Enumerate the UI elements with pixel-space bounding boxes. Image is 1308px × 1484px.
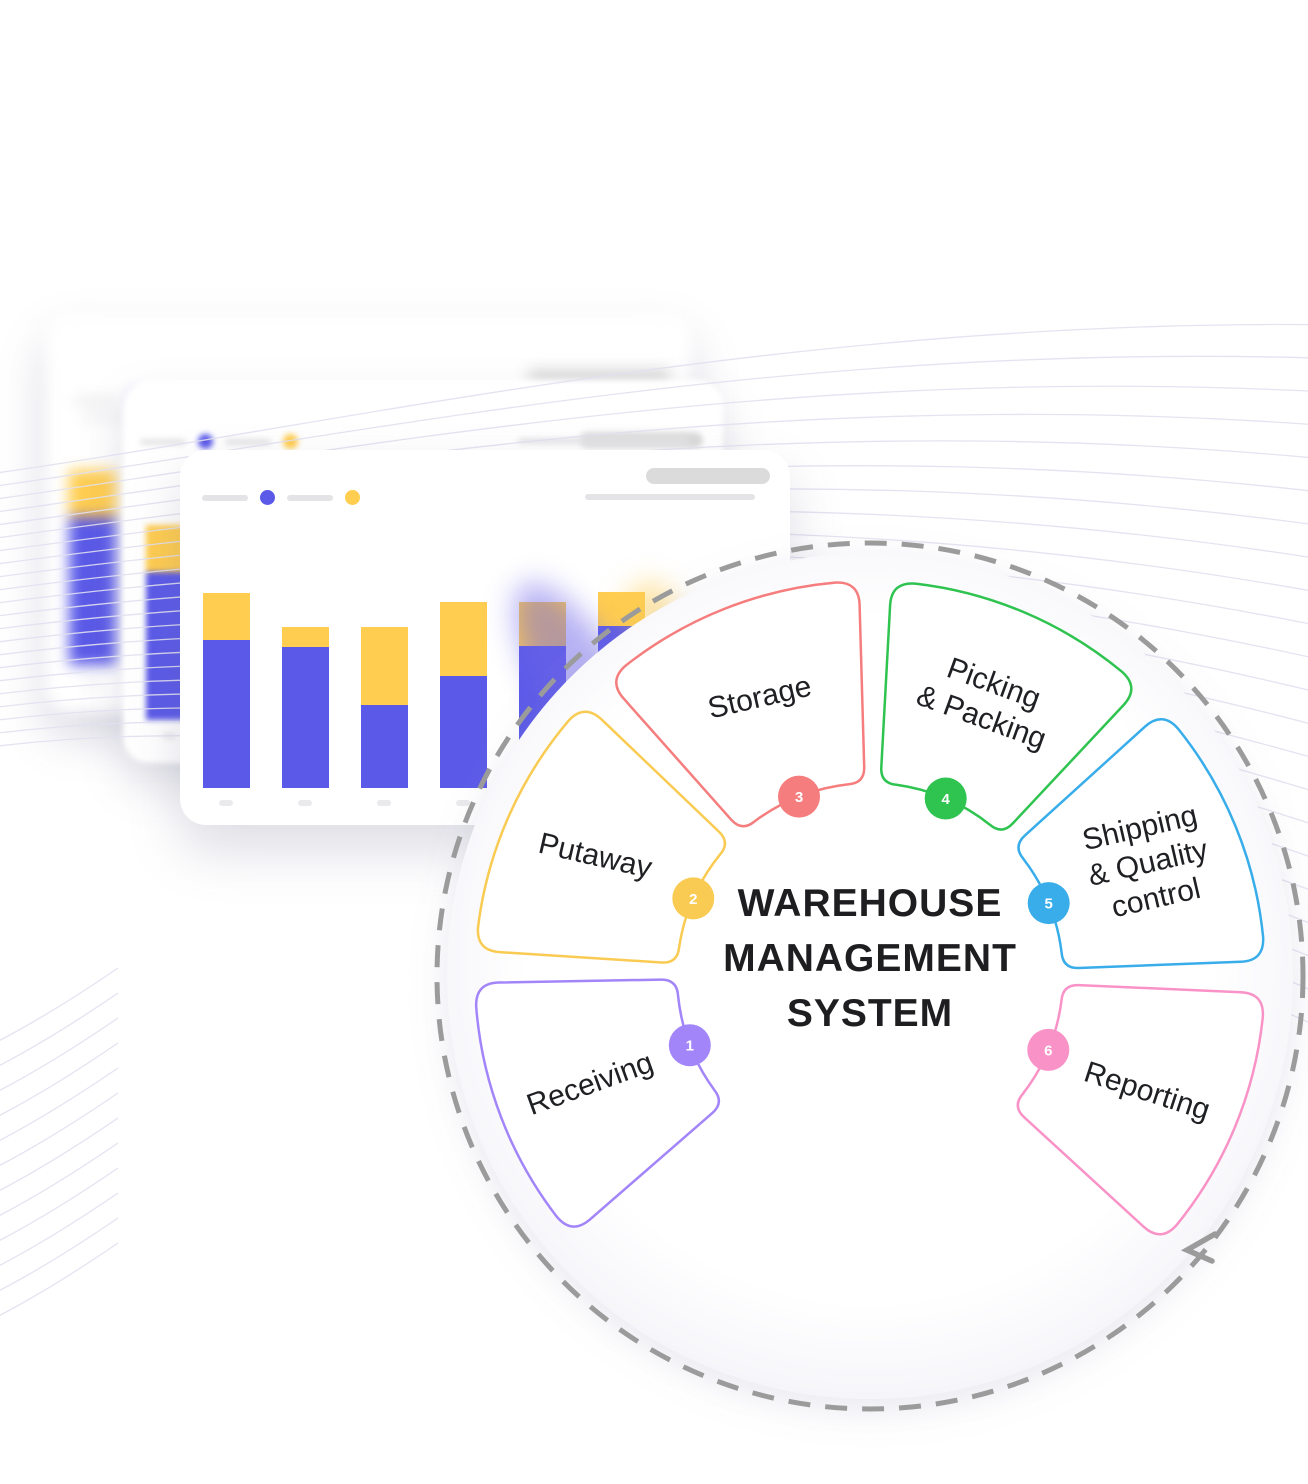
bar-segment-blue: [361, 705, 408, 788]
stacked-bar: [69, 470, 116, 665]
stacked-bar: [282, 627, 329, 788]
bar-segment-yellow: [282, 627, 329, 647]
segment-label-line: Receiving: [523, 1046, 658, 1122]
ring-arrowhead-icon: [1180, 1231, 1218, 1264]
background-curve: [0, 1092, 119, 1167]
badge-number: 3: [795, 789, 803, 806]
badge-number: 6: [1044, 1042, 1052, 1059]
badge-receiving: [668, 1024, 711, 1067]
bar-segment-yellow: [69, 470, 116, 517]
background-curve: [0, 1217, 119, 1292]
segment-reporting: [1016, 983, 1265, 1236]
bar-segment-blue: [440, 676, 487, 788]
title-line-1: WAREHOUSE: [738, 882, 1003, 925]
bar-segment-blue: [598, 626, 645, 788]
segment-label-line: control: [1108, 872, 1203, 924]
segment-label-reporting: Reporting: [1080, 1055, 1214, 1127]
axis-tick-placeholder: [614, 800, 628, 806]
background-curve: [0, 1067, 119, 1142]
bar-segment-blue: [282, 647, 329, 788]
title-line-3: SYSTEM: [787, 992, 953, 1035]
segment-label-line: Reporting: [1080, 1055, 1214, 1127]
badge-putaway: [672, 877, 715, 920]
background-curve: [0, 967, 119, 1042]
segment-label-picking-packing: Picking& Packing: [912, 645, 1063, 756]
badge-shipping-quality-control: [1027, 882, 1070, 925]
bar-segment-yellow: [440, 602, 487, 676]
bar-segment-blue: [203, 640, 250, 788]
axis-tick-placeholder: [377, 800, 391, 806]
badge-reporting: [1027, 1028, 1070, 1071]
background-curve: [0, 1167, 119, 1242]
bar-segment-blue: [69, 517, 116, 665]
bar-segment-yellow: [203, 593, 250, 640]
badge-picking-packing: [924, 777, 967, 820]
bar-segment-yellow: [361, 627, 408, 705]
axis-tick-placeholder: [456, 800, 470, 806]
segment-label-line: & Packing: [912, 679, 1050, 756]
background-curve: [0, 1242, 119, 1317]
segment-label-receiving: Receiving: [523, 1046, 658, 1122]
background-curve: [0, 992, 119, 1067]
wheel-title: WAREHOUSE MANAGEMENT SYSTEM: [723, 882, 1017, 1035]
badge-number: 1: [686, 1038, 694, 1055]
stacked-bar: [361, 627, 408, 788]
stacked-bar: [598, 592, 645, 788]
segment-label-shipping-quality-control: Shipping& Qualitycontrol: [1077, 798, 1219, 928]
background-curve: [0, 1042, 119, 1117]
badge-number: 2: [689, 891, 697, 908]
axis-tick-placeholder: [162, 733, 176, 739]
segment-label-putaway: Putaway: [535, 827, 655, 885]
segment-label-line: Shipping: [1079, 799, 1200, 857]
bar-segment-yellow: [598, 592, 645, 626]
bar-segment-blue: [519, 646, 566, 788]
background-curve: [0, 1192, 119, 1267]
segment-label-line: Putaway: [535, 827, 655, 885]
title-line-2: MANAGEMENT: [723, 937, 1017, 980]
badge-number: 5: [1045, 896, 1053, 913]
stacked-bar: [440, 602, 487, 788]
axis-tick-placeholder: [535, 800, 549, 806]
segment-receiving: [474, 978, 721, 1228]
stacked-bar: [203, 593, 250, 788]
background-curve: [0, 1017, 119, 1092]
background-curve: [0, 1142, 119, 1217]
segment-label-line: & Quality: [1085, 833, 1211, 893]
segment-label-line: Picking: [943, 652, 1045, 716]
axis-tick-placeholder: [85, 679, 99, 685]
axis-tick-placeholder: [298, 800, 312, 806]
segment-picking-packing: [880, 582, 1133, 831]
segment-shipping-quality-control: [1017, 718, 1265, 970]
dashboard-card-front: [180, 450, 790, 825]
background-curve: [0, 1117, 119, 1192]
stacked-bar: [519, 602, 566, 788]
axis-tick-placeholder: [219, 800, 233, 806]
badge-number: 4: [942, 791, 951, 808]
bar-segment-yellow: [519, 602, 566, 646]
bar-chart: [180, 450, 790, 825]
